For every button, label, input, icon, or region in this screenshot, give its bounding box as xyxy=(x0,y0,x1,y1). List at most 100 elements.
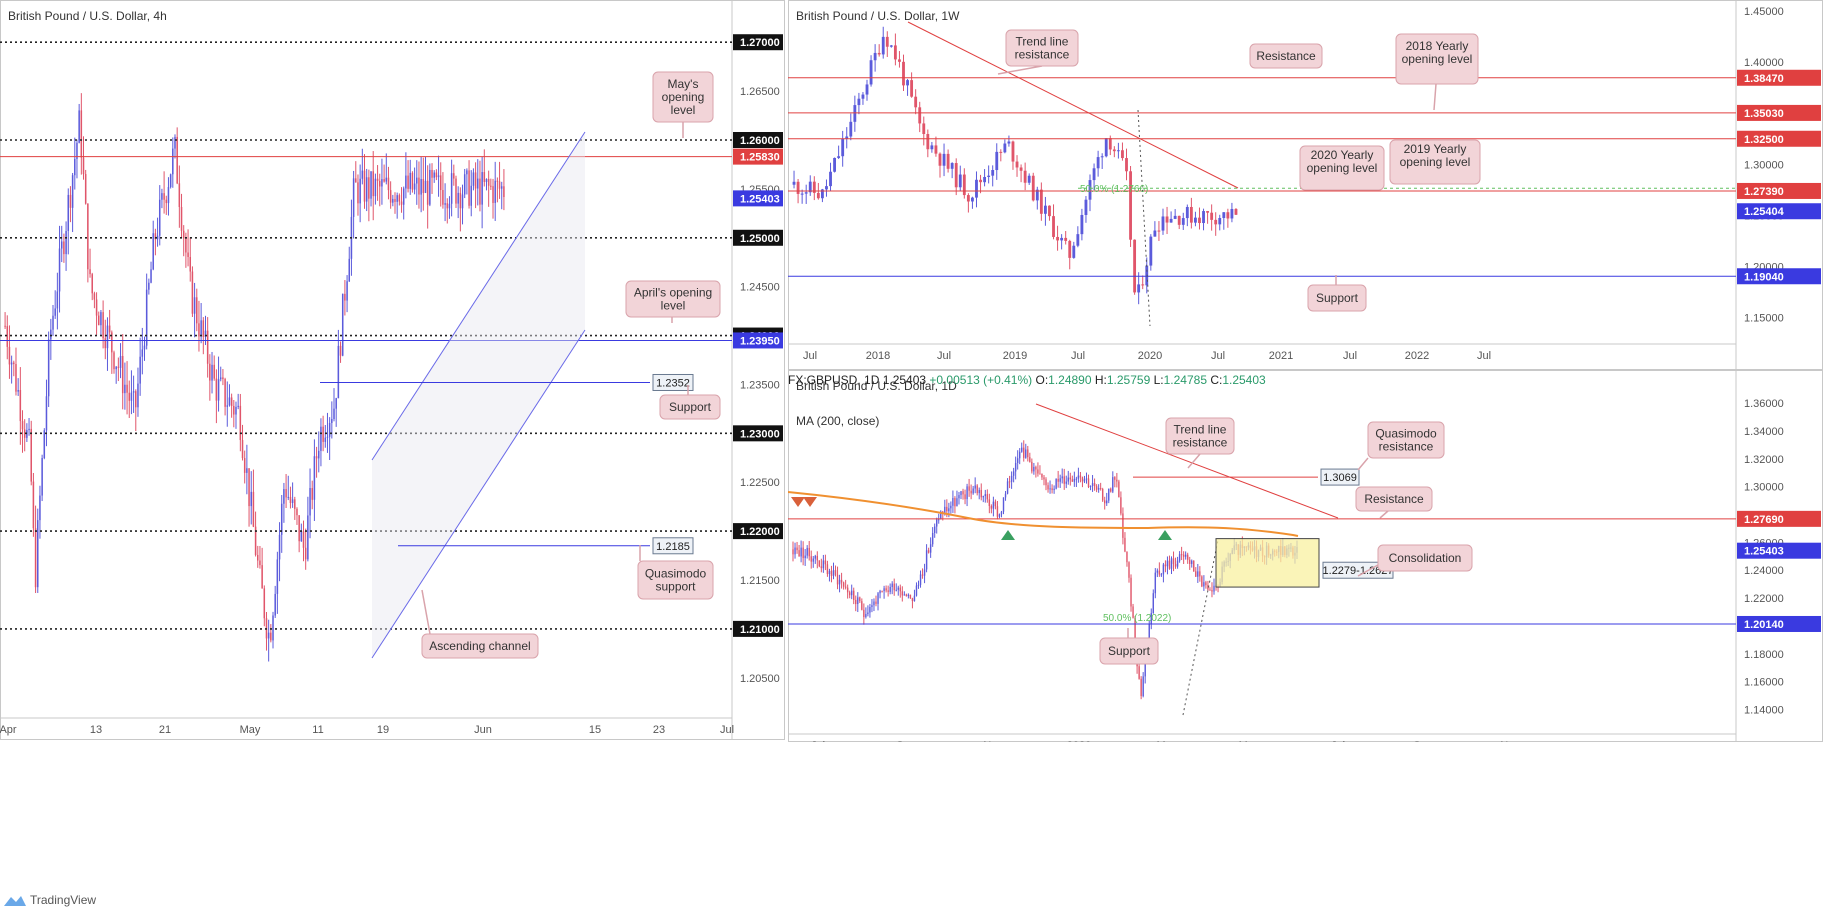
quasimodo-support-callout: Quasimodo support xyxy=(645,567,707,594)
candle xyxy=(213,364,215,379)
candle xyxy=(272,615,274,641)
candle xyxy=(422,179,425,193)
h4-chart[interactable]: 1.265001.255001.245001.235001.225001.215… xyxy=(0,0,785,740)
time-tick-label: Jul xyxy=(1331,740,1345,742)
candle xyxy=(1144,657,1146,677)
candle xyxy=(1191,560,1193,564)
candle xyxy=(1023,447,1025,458)
candle xyxy=(74,158,76,176)
candle xyxy=(215,378,218,401)
candle xyxy=(76,142,78,159)
candle xyxy=(1096,157,1100,169)
candle xyxy=(337,345,340,399)
candle xyxy=(1085,478,1088,480)
candle xyxy=(257,554,259,561)
candle xyxy=(1043,205,1047,214)
candle xyxy=(869,607,871,613)
candle xyxy=(829,171,832,187)
candle xyxy=(804,555,806,559)
callout-box xyxy=(1389,139,1481,185)
callout-box xyxy=(637,560,714,600)
candle xyxy=(960,491,962,496)
candle xyxy=(165,199,168,204)
candle xyxy=(845,136,849,139)
price-tick-label: 1.16000 xyxy=(1744,677,1784,689)
candle xyxy=(834,570,837,575)
candle xyxy=(972,488,974,494)
candle xyxy=(1198,217,1201,224)
candle xyxy=(808,181,812,193)
candle xyxy=(1068,240,1072,258)
candle xyxy=(437,175,440,178)
price-tick-label: 1.34000 xyxy=(1744,426,1784,438)
candle xyxy=(917,584,920,586)
ascending-channel-callout: Ascending channel xyxy=(429,639,530,653)
yearly-2018-callout: 2018 Yearly opening level xyxy=(1402,39,1473,66)
callout-pointer xyxy=(1379,510,1389,519)
candle xyxy=(1162,564,1165,575)
candle xyxy=(1222,212,1226,218)
candle xyxy=(276,559,279,594)
candle xyxy=(1064,237,1068,241)
candle xyxy=(897,587,899,590)
candle xyxy=(261,565,263,589)
candle xyxy=(448,203,451,209)
candle xyxy=(485,178,488,182)
candle xyxy=(60,241,63,249)
candle xyxy=(1104,138,1108,157)
candle xyxy=(202,320,205,337)
up-arrow-icon xyxy=(1001,530,1015,540)
candle xyxy=(82,157,85,175)
candle xyxy=(1218,217,1222,225)
time-tick-label: Jul xyxy=(1477,350,1491,362)
candle xyxy=(67,194,70,231)
candle xyxy=(971,197,974,202)
callout-box xyxy=(1249,43,1323,69)
current-price-label: 1.25403 xyxy=(740,193,780,205)
candle xyxy=(320,426,322,451)
candle xyxy=(1161,216,1165,231)
candle xyxy=(280,503,283,535)
time-tick-label: Sep xyxy=(1413,740,1433,742)
candle xyxy=(394,198,396,202)
candle xyxy=(209,363,211,381)
candle xyxy=(479,178,481,205)
candle xyxy=(185,238,187,253)
tradingview-logo-icon xyxy=(4,896,26,906)
candle xyxy=(933,526,936,533)
candle xyxy=(455,178,457,204)
price-label-box xyxy=(733,34,783,51)
candle xyxy=(1099,488,1102,490)
candle xyxy=(97,315,100,326)
candle xyxy=(104,338,107,349)
candle xyxy=(910,80,914,97)
candle xyxy=(905,594,908,597)
candle xyxy=(1047,485,1049,490)
header-l: 1.24785 xyxy=(1164,373,1211,387)
candle xyxy=(1160,574,1163,576)
candle xyxy=(1039,473,1041,475)
candle xyxy=(333,408,335,420)
candle xyxy=(1158,570,1161,575)
candle xyxy=(802,547,804,559)
candle xyxy=(903,594,906,596)
candle xyxy=(23,429,26,438)
daily-chart[interactable]: 1.360001.340001.320001.300001.280001.260… xyxy=(788,370,1823,742)
trend-line xyxy=(907,21,1239,189)
candle xyxy=(400,201,403,205)
tradingview-watermark[interactable]: TradingView xyxy=(0,890,200,910)
candle xyxy=(58,248,61,292)
candle xyxy=(503,186,505,198)
candle xyxy=(1114,477,1116,480)
candle xyxy=(1015,161,1019,168)
level-price-label: 1.27690 xyxy=(1744,514,1784,526)
candle xyxy=(893,583,895,591)
fib-label: 50.0% (1.2022) xyxy=(1103,613,1171,624)
candle xyxy=(477,178,479,189)
candle xyxy=(954,163,958,188)
time-tick-label: 2020 xyxy=(1138,350,1162,362)
time-tick-label: Apr xyxy=(0,724,17,736)
price-tick-label: 1.21500 xyxy=(740,575,780,587)
candle xyxy=(914,96,918,108)
weekly-chart[interactable]: 1.450001.400001.350001.300001.250001.200… xyxy=(788,0,1823,370)
